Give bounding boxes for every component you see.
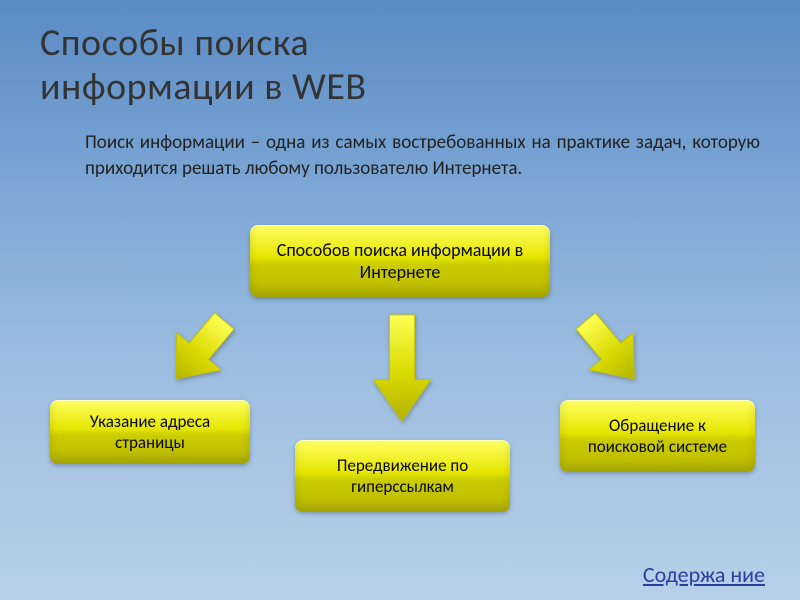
slide-title: Способы поиска информации в WEB (40, 22, 367, 109)
diagram-child-box-right: Обращение к поисковой системе (560, 400, 755, 472)
arrow-down-right-icon (565, 305, 655, 395)
root-box-label: Способов поиска информации в Интернете (264, 239, 536, 283)
arrow-down-left-icon (155, 305, 245, 395)
mid-box-label: Передвижение по гиперссылкам (309, 455, 496, 497)
diagram-child-box-left: Указание адреса страницы (50, 400, 250, 464)
contents-link[interactable]: Содержа ние (643, 561, 765, 588)
diagram-child-box-middle: Передвижение по гиперссылкам (295, 440, 510, 512)
contents-link-label: Содержа ние (643, 561, 765, 588)
title-line-1: Способы поиска (40, 20, 309, 66)
right-box-label: Обращение к поисковой системе (574, 415, 741, 457)
left-box-label: Указание адреса страницы (64, 411, 236, 453)
title-line-2: информации в WEB (40, 64, 367, 110)
intro-text: Поиск информации – одна из самых востреб… (85, 130, 760, 181)
diagram-root-box: Способов поиска информации в Интернете (250, 225, 550, 297)
arrow-down-icon (366, 308, 438, 428)
